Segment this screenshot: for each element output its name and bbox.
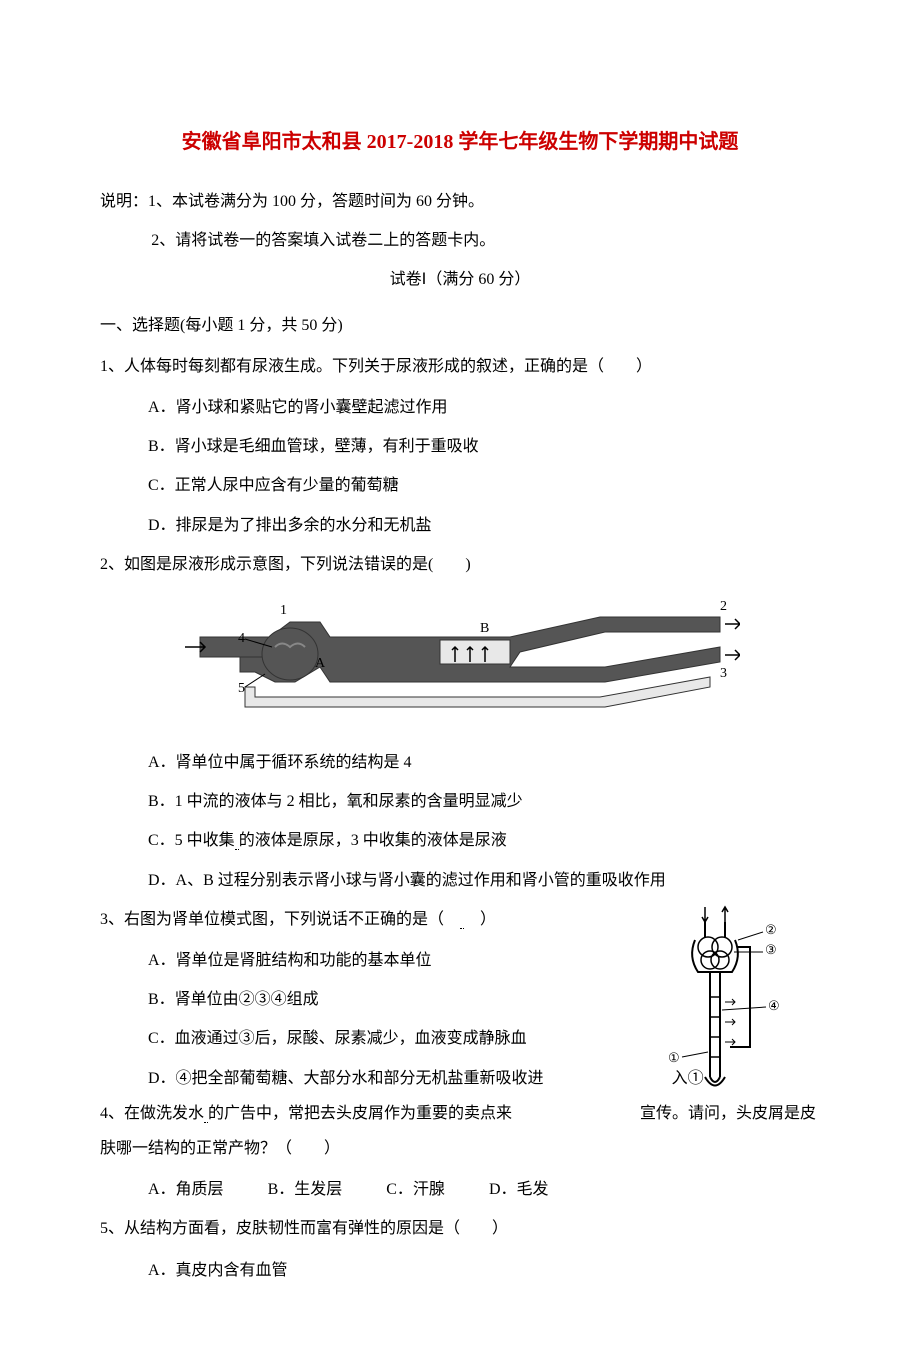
q2-option-a: A．肾单位中属于循环系统的结构是 4 [100, 745, 820, 780]
q4-options: A．角质层 B．生发层 C．汗腺 D．毛发 [100, 1172, 820, 1207]
q2-label-1: 1 [280, 603, 287, 618]
section-heading: 一、选择题(每小题 1 分，共 50 分) [100, 308, 820, 343]
q2-label-3: 3 [720, 666, 727, 681]
q3-label-4: ④ [768, 998, 780, 1013]
q3-d-pre: D．④把全部葡萄糖、大部分水和部分无机盐重新吸收进 [148, 1070, 544, 1087]
q3-stem-post: ） [480, 911, 496, 928]
q1-option-d: D．排尿是为了排出多余的水分和无机盐 [100, 508, 820, 543]
q2-label-2: 2 [720, 599, 727, 614]
q2-c-pre: C．5 中收集 [148, 832, 235, 849]
q2-label-a: A [315, 656, 326, 671]
q2-label-4: 4 [238, 631, 245, 646]
q2-label-b: B [480, 621, 489, 636]
q4-option-a: A．角质层 [148, 1172, 224, 1207]
q1-option-a: A．肾小球和紧贴它的肾小囊壁起滤过作用 [100, 390, 820, 425]
q2-option-b: B．1 中流的液体与 2 相比，氧和尿素的含量明显减少 [100, 784, 820, 819]
q1-stem: 1、人体每时每刻都有尿液生成。下列关于尿液形成的叙述，正确的是（ ） [100, 349, 820, 384]
q2-stem: 2、如图是尿液形成示意图，下列说法错误的是( ) [100, 547, 820, 582]
q4-option-c: C．汗腺 [386, 1172, 445, 1207]
q4-option-d: D．毛发 [489, 1172, 549, 1207]
q1-option-b: B．肾小球是毛细血管球，壁薄，有利于重吸收 [100, 429, 820, 464]
q5-option-a: A．真皮内含有血管 [100, 1253, 820, 1288]
q3-label-1: ① [668, 1050, 680, 1065]
q4-mid: 的广告中，常把去头皮屑作为重要的卖点来 [208, 1105, 512, 1122]
q2-label-5: 5 [238, 681, 245, 696]
instruction-line-2: 2、请将试卷一的答案填入试卷二上的答题卡内。 [100, 223, 820, 258]
q5-stem: 5、从结构方面看，皮肤韧性而富有弹性的原因是（ ） [100, 1211, 820, 1246]
q3-label-3: ③ [765, 942, 777, 957]
q3-label-2: ② [765, 922, 777, 937]
q4-option-b: B．生发层 [268, 1172, 343, 1207]
exam-title: 安徽省阜阳市太和县 2017-2018 学年七年级生物下学期期中试题 [100, 120, 820, 164]
q3-stem-pre: 3、右图为肾单位模式图，下列说话不正确的是（ [100, 911, 444, 928]
q3-diagram: ② ③ ④ ① [660, 902, 800, 1110]
instruction-line-1: 说明：1、本试卷满分为 100 分，答题时间为 60 分钟。 [100, 184, 820, 219]
q2-diagram: 1 2 3 4 5 A B [100, 592, 820, 735]
q3-stem-mark [460, 911, 464, 929]
q2-c-post: 的液体是原尿，3 中收集的液体是尿液 [239, 832, 507, 849]
q2-option-c: C．5 中收集 的液体是原尿，3 中收集的液体是尿液 [100, 823, 820, 858]
q4-pre: 4、在做洗发水 [100, 1105, 204, 1122]
section-label: 试卷Ⅰ（满分 60 分） [100, 262, 820, 297]
q1-option-c: C．正常人尿中应含有少量的葡萄糖 [100, 468, 820, 503]
q2-option-d: D．A、B 过程分别表示肾小球与肾小囊的滤过作用和肾小管的重吸收作用 [100, 863, 820, 898]
